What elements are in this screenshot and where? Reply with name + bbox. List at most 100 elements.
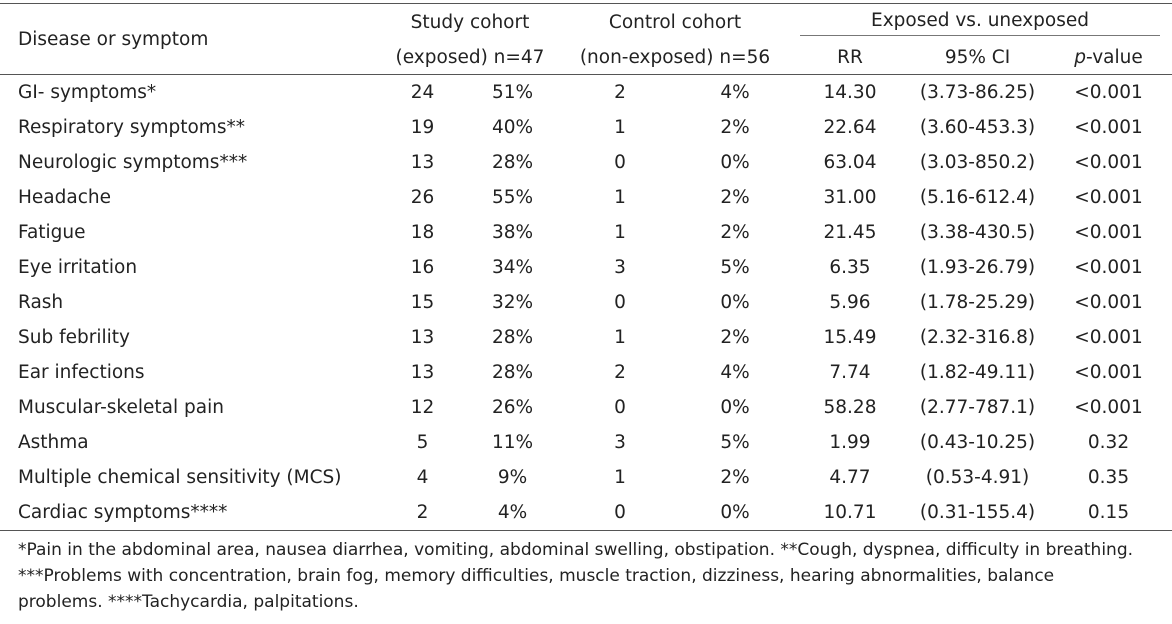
cell: 19 [410, 117, 435, 138]
table-row: Sub febrility 13 28% 1 2% 15.49 (2.32-316.8) <0… [0, 320, 1172, 355]
cell: 1 [614, 187, 626, 208]
cell: (2.32-316.8) [919, 327, 1036, 348]
cell: 26 [410, 187, 435, 208]
cell: 1 [614, 222, 626, 243]
cell: 51% [491, 82, 534, 103]
table-row: GI- symptoms* 24 51% 2 4% 14.30 (3.73-86.25) <0… [0, 75, 1172, 111]
cell: <0.001 [1074, 292, 1143, 313]
row-label: GI- symptoms* [18, 82, 157, 103]
header-text: Exposed vs. unexposed [800, 10, 1161, 36]
header-cell: (exposed) n=47 [395, 47, 545, 68]
cell: <0.001 [1074, 397, 1143, 418]
cell: 4% [720, 82, 750, 103]
table-body: GI- symptoms* 24 51% 2 4% 14.30 (3.73-86.25) <0… [0, 75, 1172, 531]
cell: <0.001 [1074, 187, 1143, 208]
table-row: Muscular-skeletal pain 12 26% 0 0% 58.28 (2.77… [0, 390, 1172, 425]
table-row: Fatigue 18 38% 1 2% 21.45 (3.38-430.5) <0.001 [0, 215, 1172, 250]
header-cell: Exposed vs. unexposed [790, 4, 1172, 42]
row-label: Ear infections [18, 362, 145, 383]
cell: 14.30 [823, 82, 877, 103]
table-row: Neurologic symptoms*** 13 28% 0 0% 63.04 (3.03… [0, 145, 1172, 180]
cell: 4% [720, 362, 750, 383]
cell: <0.001 [1074, 327, 1143, 348]
cell: 5% [720, 432, 750, 453]
cell: 40% [491, 117, 534, 138]
table-header: Disease or symptom Study cohort Control … [0, 3, 1172, 75]
cell: 63.04 [823, 152, 877, 173]
cell: 28% [491, 327, 534, 348]
cell: 5% [720, 257, 750, 278]
cell: 26% [491, 397, 534, 418]
cell: (2.77-787.1) [919, 397, 1036, 418]
cell: 1.99 [829, 432, 871, 453]
cell: 0% [720, 397, 750, 418]
cell: 0.15 [1087, 502, 1130, 523]
row-label: Respiratory symptoms** [18, 117, 245, 138]
cell: (1.78-25.29) [919, 292, 1036, 313]
table-row: Rash 15 32% 0 0% 5.96 (1.78-25.29) <0.001 [0, 285, 1172, 320]
cell: (3.60-453.3) [919, 117, 1036, 138]
cell: 13 [410, 362, 435, 383]
cell: <0.001 [1074, 152, 1143, 173]
table-row: Respiratory symptoms** 19 40% 1 2% 22.64 (3.60… [0, 110, 1172, 145]
cell: 5 [416, 432, 429, 453]
cell: <0.001 [1074, 222, 1143, 243]
row-label: Rash [18, 292, 64, 313]
cell: 2% [720, 467, 750, 488]
cell: 2% [720, 222, 750, 243]
header-cell: RR [837, 47, 863, 68]
cell: 12 [410, 397, 435, 418]
row-label: Multiple chemical sensitivity (MCS) [18, 467, 342, 488]
cell: 34% [491, 257, 534, 278]
cell: 4 [416, 467, 429, 488]
row-label: Neurologic symptoms*** [18, 152, 248, 173]
row-label: Sub febrility [18, 327, 130, 348]
cell: (0.31-155.4) [919, 502, 1036, 523]
cell: 4% [497, 502, 528, 523]
cell: 58.28 [823, 397, 877, 418]
cell: 21.45 [823, 222, 877, 243]
cell: 1 [614, 117, 626, 138]
cell: 0.32 [1087, 432, 1130, 453]
header-text: p [1074, 47, 1087, 68]
cell: 0 [614, 152, 626, 173]
cell: 9% [497, 467, 528, 488]
table-row: Eye irritation 16 34% 3 5% 6.35 (1.93-26.79) <0… [0, 250, 1172, 285]
cell: 0.35 [1087, 467, 1130, 488]
cell: 1 [614, 327, 626, 348]
cell: 5.96 [829, 292, 871, 313]
header-cell: Control cohort [608, 12, 742, 33]
cell: (0.43-10.25) [919, 432, 1036, 453]
cell: (3.03-850.2) [919, 152, 1036, 173]
cell: 55% [491, 187, 534, 208]
cell: (3.38-430.5) [919, 222, 1036, 243]
cell: (3.73-86.25) [919, 82, 1036, 103]
footnote: *Pain in the abdominal area, nausea diar… [18, 540, 1134, 612]
cell: 0% [720, 292, 750, 313]
table-row: Ear infections 13 28% 2 4% 7.74 (1.82-49.11) <0… [0, 355, 1172, 390]
cell: 28% [491, 152, 534, 173]
header-cell: Disease or symptom [18, 28, 209, 50]
cell: (1.93-26.79) [919, 257, 1036, 278]
row-label: Asthma [18, 432, 89, 453]
results-table: Disease or symptom Study cohort Control … [0, 3, 1172, 531]
header-cell: p-value [1045, 41, 1172, 75]
cell: 13 [410, 327, 435, 348]
header-cell: 95% CI [944, 47, 1011, 68]
cell: <0.001 [1074, 82, 1143, 103]
row-label: Eye irritation [18, 257, 138, 278]
cell: <0.001 [1074, 257, 1143, 278]
cell: 0 [614, 292, 626, 313]
table-row: Multiple chemical sensitivity (MCS) 4 9% 1 2… [0, 460, 1172, 495]
header-text: -value [1086, 47, 1143, 68]
cell: 22.64 [823, 117, 877, 138]
cell: <0.001 [1074, 362, 1143, 383]
cell: 1 [614, 467, 626, 488]
cell: 15 [410, 292, 435, 313]
table-row: Cardiac symptoms**** 2 4% 0 0% 10.71 (0.31-155… [0, 495, 1172, 531]
cell: 11% [491, 432, 534, 453]
cell: 3 [614, 432, 626, 453]
cell: 2 [416, 502, 429, 523]
cell: 24 [410, 82, 435, 103]
cell: 4.77 [829, 467, 871, 488]
